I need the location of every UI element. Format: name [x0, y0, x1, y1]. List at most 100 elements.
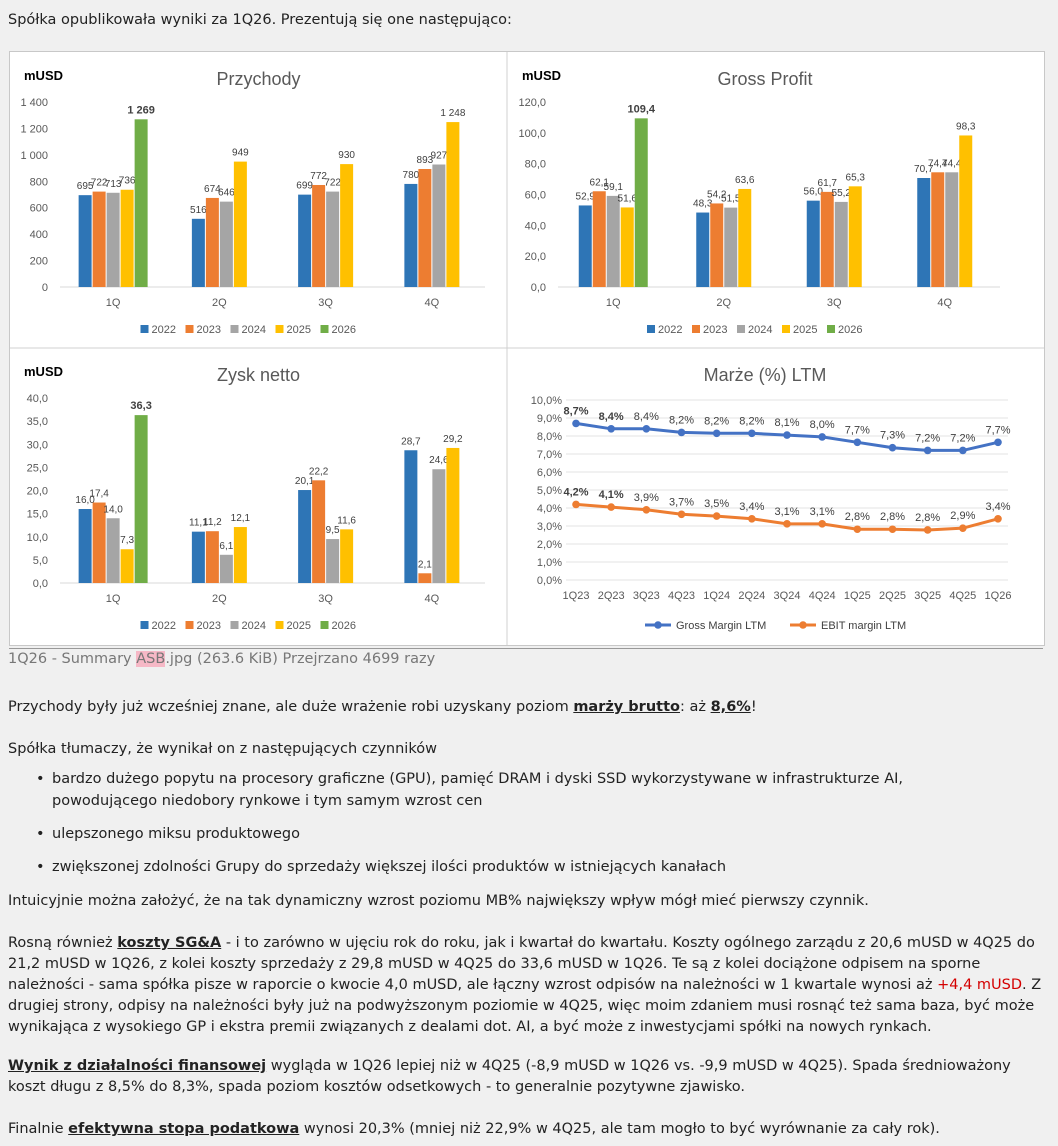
data-label: 2,8%	[880, 511, 905, 523]
unit-label: mUSD	[24, 364, 63, 379]
series-point	[712, 512, 721, 520]
paragraph-reasons-intro: Spółka tłumaczy, że wynikał on z następu…	[8, 741, 437, 757]
legend-label: 2025	[287, 620, 311, 632]
bar-2024	[945, 172, 959, 287]
bar-2024	[326, 191, 340, 287]
data-label: 674	[204, 184, 221, 195]
data-label: 61,7	[818, 178, 838, 189]
data-label: 3,4%	[985, 501, 1010, 513]
summary-image[interactable]: mUSD Przychody 0 200 400 600 800 1 000 1 200 1 40…	[9, 51, 1045, 646]
data-label: 646	[218, 188, 235, 199]
series-point	[994, 438, 1002, 447]
paragraph-tax: Finalnie efektywna stopa podatkowa wynos…	[8, 1121, 940, 1137]
legend-swatch-2023	[185, 621, 194, 629]
bar-2024	[326, 539, 340, 583]
bar-2025	[120, 189, 134, 287]
y-tick-label: 600	[30, 203, 48, 215]
y-tick-label: 20,0	[27, 486, 48, 498]
legend-swatch-2026	[320, 621, 329, 629]
legend-label: 2023	[703, 324, 727, 336]
data-label: 695	[77, 181, 94, 192]
x-tick-label: 2Q24	[738, 590, 765, 602]
image-caption: 1Q26 - Summary ASB.jpg (263.6 KiB) Przej…	[8, 651, 436, 667]
y-tick-label: 800	[30, 176, 48, 188]
legend-label: Gross Margin LTM	[676, 620, 766, 632]
series-point	[818, 433, 826, 441]
bar-2024	[606, 195, 620, 287]
series-point	[923, 446, 932, 455]
y-tick-label: 15,0	[27, 509, 48, 521]
data-label: 7,2%	[950, 432, 975, 444]
bar-2023	[312, 184, 326, 287]
data-label: 3,1%	[774, 506, 799, 518]
data-label: 1 269	[127, 104, 155, 116]
data-label: 3,1%	[810, 506, 835, 518]
x-tick-label: 3Q	[827, 297, 842, 309]
y-tick-label: 0,0	[531, 282, 546, 294]
bar-2024	[432, 469, 446, 583]
x-tick-label: 4Q	[425, 297, 440, 309]
data-label: 74,4	[928, 158, 948, 169]
data-label: 59,1	[604, 182, 624, 193]
data-label: 949	[232, 148, 249, 159]
legend-label: 2025	[793, 324, 817, 336]
bar-2023	[418, 168, 432, 287]
legend-swatch-2024	[737, 325, 745, 333]
x-tick-label: 1Q	[606, 297, 621, 309]
legend-label: 2022	[152, 620, 176, 632]
y-tick-label: 400	[30, 229, 48, 241]
data-label: 65,3	[846, 172, 866, 183]
data-label: 11,1	[189, 518, 208, 529]
legend-label: 2024	[242, 620, 266, 632]
legend-label: 2026	[838, 324, 862, 336]
data-label: 772	[310, 171, 327, 182]
data-label: 893	[417, 155, 434, 166]
series-point	[572, 419, 580, 428]
data-label: 3,7%	[669, 496, 694, 508]
data-label: 7,7%	[845, 424, 870, 436]
bar-2022	[191, 531, 205, 583]
bar-2024	[219, 554, 233, 583]
data-label: 2,8%	[915, 512, 940, 524]
legend-label: 2023	[197, 324, 221, 336]
data-label: 24,6	[429, 455, 449, 466]
bar-2022	[191, 218, 205, 287]
series-point	[959, 524, 967, 532]
series-point	[888, 525, 897, 534]
paragraph-intuition: Intuicyjnie można założyć, że na tak dyn…	[8, 893, 869, 909]
data-label: 55,2	[832, 188, 852, 199]
bar-2022	[298, 490, 312, 583]
data-label: 930	[338, 150, 355, 161]
y-tick-label: 1 200	[20, 123, 48, 135]
unit-label: mUSD	[522, 68, 561, 83]
x-tick-label: 1Q25	[844, 590, 871, 602]
legend-swatch-2024	[230, 621, 239, 629]
bar-2023	[92, 191, 106, 287]
bar-2026	[634, 118, 648, 287]
bar-2023	[931, 172, 945, 287]
series-point	[642, 425, 651, 433]
bar-2022	[404, 450, 418, 583]
data-label: 51,5	[721, 194, 741, 205]
x-tick-label: 4Q25	[949, 590, 976, 602]
revenue-chart: mUSD Przychody 0 200 400 600 800 1 000 1 200 1 40…	[20, 68, 485, 336]
bar-2022	[298, 194, 312, 287]
y-tick-label: 1 000	[20, 150, 48, 162]
bar-2022	[917, 178, 931, 287]
y-tick-label: 100,0	[518, 128, 546, 140]
data-label: 17,4	[89, 489, 109, 500]
bar-2024	[724, 207, 738, 287]
data-label: 20,1	[295, 476, 315, 487]
y-tick-label: 1 400	[20, 97, 48, 109]
x-tick-label: 1Q24	[703, 590, 730, 602]
series-point	[959, 446, 967, 455]
y-tick-label: 8,0%	[537, 431, 562, 443]
x-tick-label: 1Q26	[985, 590, 1012, 602]
legend-swatch-2025	[782, 325, 790, 333]
gross-profit-chart: mUSD Gross Profit 0,0 20,0 40,0 60,0 80,0 100,0…	[518, 68, 1000, 336]
data-label: 699	[296, 181, 313, 192]
data-label: 54,2	[707, 189, 727, 200]
x-tick-label: 2Q	[212, 593, 227, 605]
data-label: 2,8%	[845, 511, 870, 523]
data-label: 7,2%	[915, 432, 940, 444]
